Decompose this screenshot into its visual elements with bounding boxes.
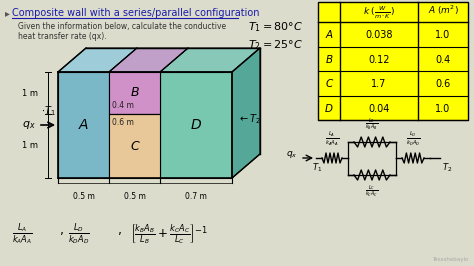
Text: $\frac{L_A}{k_A A_A}$: $\frac{L_A}{k_A A_A}$ <box>12 222 33 247</box>
Text: 0.6: 0.6 <box>436 79 451 89</box>
Text: $T_2 = 25°C$: $T_2 = 25°C$ <box>248 38 303 52</box>
Text: D: D <box>191 118 201 132</box>
Text: B: B <box>130 86 139 99</box>
Text: 0.4: 0.4 <box>436 55 451 65</box>
Text: C: C <box>130 139 139 152</box>
Text: 0.5 m: 0.5 m <box>73 192 94 201</box>
Text: $q_x$: $q_x$ <box>286 148 298 160</box>
Polygon shape <box>58 72 109 178</box>
Text: $A\;(m^2)$: $A\;(m^2)$ <box>428 4 458 17</box>
Polygon shape <box>109 72 160 114</box>
Text: $\left[\frac{k_B A_B}{L_B} + \frac{k_C A_C}{L_C}\right]^{-1}$: $\left[\frac{k_B A_B}{L_B} + \frac{k_C A… <box>130 222 208 246</box>
Text: 0.6 m: 0.6 m <box>112 118 134 127</box>
Polygon shape <box>58 48 137 72</box>
Text: $\frac{L_D}{k_D A_D}$: $\frac{L_D}{k_D A_D}$ <box>406 130 420 148</box>
Text: Tessshebaylo: Tessshebaylo <box>432 257 468 262</box>
Polygon shape <box>109 114 160 178</box>
Text: 1 m: 1 m <box>22 89 38 98</box>
Text: 0.7 m: 0.7 m <box>185 192 207 201</box>
Text: 1.0: 1.0 <box>436 104 451 114</box>
Text: 1.7: 1.7 <box>371 79 387 89</box>
Text: $\frac{L_C}{k_C A_C}$: $\frac{L_C}{k_C A_C}$ <box>365 183 379 199</box>
Text: ,: , <box>60 224 64 237</box>
Text: 0.12: 0.12 <box>368 55 390 65</box>
Text: 0.04: 0.04 <box>368 104 390 114</box>
Text: ▸: ▸ <box>5 8 10 18</box>
Text: $\frac{L_D}{k_D A_D}$: $\frac{L_D}{k_D A_D}$ <box>68 222 90 247</box>
Text: 0.038: 0.038 <box>365 30 393 40</box>
Text: 0.5 m: 0.5 m <box>124 192 146 201</box>
Polygon shape <box>109 48 188 72</box>
Polygon shape <box>160 72 232 178</box>
Text: A: A <box>326 30 333 40</box>
Text: A: A <box>79 118 88 132</box>
Text: $\leftarrow T_2$: $\leftarrow T_2$ <box>238 112 262 126</box>
Text: D: D <box>325 104 333 114</box>
Text: C: C <box>325 79 333 89</box>
Text: 1.0: 1.0 <box>436 30 451 40</box>
Text: ,: , <box>118 224 122 237</box>
Text: Composite wall with a series/parallel configuration: Composite wall with a series/parallel co… <box>12 8 259 18</box>
Text: $\frac{L_B}{k_B A_B}$: $\frac{L_B}{k_B A_B}$ <box>365 116 379 132</box>
Bar <box>318 2 468 120</box>
Polygon shape <box>232 48 260 178</box>
Text: $q_x$: $q_x$ <box>22 119 36 131</box>
Text: $T_2$: $T_2$ <box>442 161 452 173</box>
Polygon shape <box>160 48 260 72</box>
Text: 1 m: 1 m <box>22 142 38 151</box>
Text: $T_1 = 80°C$: $T_1 = 80°C$ <box>248 20 303 34</box>
Text: 0.4 m: 0.4 m <box>112 101 134 110</box>
Text: $\frac{L_A}{k_A A_A}$: $\frac{L_A}{k_A A_A}$ <box>325 130 339 148</box>
Text: B: B <box>326 55 333 65</box>
Text: Given the information below, calculate the conductive
heat transfer rate (qx).: Given the information below, calculate t… <box>18 22 226 41</box>
Text: $\cdot T_1$: $\cdot T_1$ <box>41 104 55 118</box>
Text: $T_1$: $T_1$ <box>312 161 322 173</box>
Text: $k\;(\frac{W}{m \cdot K})$: $k\;(\frac{W}{m \cdot K})$ <box>363 4 395 21</box>
